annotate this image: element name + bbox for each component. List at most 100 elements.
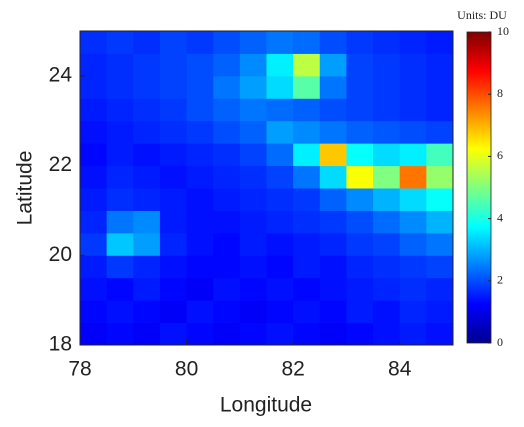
heatmap-cell [266, 232, 294, 256]
heatmap-cell [293, 255, 321, 279]
heatmap-cell [213, 53, 241, 77]
heatmap-cell [346, 165, 374, 189]
heatmap-cell [186, 120, 214, 144]
heatmap-cell [133, 322, 161, 346]
heatmap-cell [159, 322, 188, 346]
heatmap-cell [80, 210, 108, 234]
heatmap-cell [213, 210, 241, 234]
heatmap-cell [213, 165, 241, 189]
heatmap-cell [186, 188, 214, 211]
heatmap-cell [106, 98, 134, 122]
heatmap-cell [293, 120, 321, 144]
heatmap-cell [80, 277, 108, 301]
colorbar-tick-label: 6 [497, 148, 503, 162]
heatmap-cell [106, 322, 134, 346]
heatmap-cell [159, 188, 188, 211]
heatmap-cell [293, 300, 321, 324]
heatmap-cell [239, 232, 267, 256]
x-tick-label: 78 [68, 358, 91, 381]
heatmap-cell [159, 53, 188, 77]
heatmap-cell [426, 300, 454, 324]
heatmap-cell [133, 210, 161, 234]
heatmap-cell [239, 188, 267, 211]
heatmap-cell [159, 165, 188, 189]
heatmap-cell [213, 188, 241, 211]
heatmap-cell [346, 31, 374, 54]
heatmap-cell [213, 120, 241, 144]
heatmap-cell [159, 98, 188, 122]
heatmap-cell [399, 75, 427, 99]
heatmap-cell [319, 255, 347, 279]
heatmap-cell [373, 75, 401, 99]
y-tick-label: 24 [49, 63, 73, 86]
heatmap-cell [186, 165, 214, 189]
heatmap-cell [346, 75, 374, 99]
heatmap-cell [133, 75, 161, 99]
heatmap-cell [293, 98, 321, 122]
heatmap-cell [239, 31, 267, 54]
heatmap-cell [133, 53, 161, 77]
heatmap-cell [133, 31, 161, 54]
heatmap-cell [399, 277, 427, 301]
heatmap-cell [399, 120, 427, 144]
heatmap-cells [80, 31, 454, 346]
heatmap-cell [399, 98, 427, 122]
heatmap-cell [426, 53, 454, 77]
heatmap-cell [346, 143, 374, 167]
heatmap-cell [319, 300, 347, 324]
heatmap-cell [346, 120, 374, 144]
colorbar-tick-label: 0 [497, 335, 503, 349]
heatmap-cell [426, 98, 454, 122]
heatmap-cell [239, 120, 267, 144]
heatmap-cell [293, 75, 321, 99]
heatmap-cell [239, 143, 267, 167]
heatmap-cell [346, 188, 374, 211]
heatmap-cell [266, 255, 294, 279]
heatmap-cell [133, 98, 161, 122]
colorbar-tick-label: 2 [497, 273, 503, 287]
heatmap-cell [80, 98, 108, 122]
heatmap-cell [133, 232, 161, 256]
heatmap-cell [293, 232, 321, 256]
heatmap-cell [426, 120, 454, 144]
heatmap-cell [399, 31, 427, 54]
heatmap-cell [106, 120, 134, 144]
heatmap-cell [373, 98, 401, 122]
heatmap-cell [213, 31, 241, 54]
heatmap-cell [133, 255, 161, 279]
heatmap-cell [159, 75, 188, 99]
heatmap-cell [239, 98, 267, 122]
heatmap-cell [346, 98, 374, 122]
heatmap-cell [213, 98, 241, 122]
heatmap-cell [213, 232, 241, 256]
heatmap-cell [133, 120, 161, 144]
heatmap-cell [80, 232, 108, 256]
colorbar [466, 31, 492, 344]
heatmap-cell [319, 277, 347, 301]
heatmap-cell [80, 143, 108, 167]
heatmap-cell [239, 255, 267, 279]
heatmap-cell [106, 75, 134, 99]
heatmap-cell [133, 143, 161, 167]
heatmap-cell [293, 143, 321, 167]
heatmap-cell [80, 120, 108, 144]
heatmap-cell [266, 322, 294, 346]
heatmap-cell [373, 143, 401, 167]
heatmap-cell [266, 53, 294, 77]
heatmap-cell [186, 75, 214, 99]
heatmap-cell [319, 120, 347, 144]
heatmap-cell [426, 188, 454, 211]
heatmap-cell [399, 322, 427, 346]
heatmap-cell [239, 75, 267, 99]
heatmap-cell [186, 300, 214, 324]
heatmap-cell [319, 322, 347, 346]
heatmap-cell [186, 210, 214, 234]
heatmap-cell [426, 210, 454, 234]
heatmap-cell [159, 255, 188, 279]
heatmap-cell [266, 277, 294, 301]
heatmap-cell [186, 98, 214, 122]
heatmap-cell [319, 210, 347, 234]
heatmap-cell [346, 300, 374, 324]
heatmap-cell [293, 210, 321, 234]
heatmap-cell [399, 210, 427, 234]
